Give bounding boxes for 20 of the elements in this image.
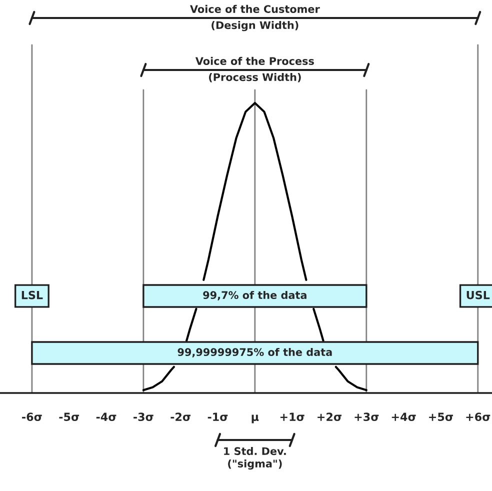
text: Voice of the Process (Process Width) bbox=[195, 56, 314, 82]
x-tick-label: +1σ bbox=[280, 412, 304, 422]
x-tick-label: +6σ bbox=[466, 412, 490, 422]
ref-line-label: USL bbox=[466, 290, 490, 300]
x-tick-label: +4σ bbox=[392, 412, 416, 422]
x-tick-label: μ bbox=[252, 414, 259, 424]
text: 1 Std. Dev. ("sigma") bbox=[224, 447, 286, 470]
annotation: 99,99999975% of the data bbox=[178, 348, 332, 358]
text: Voice of the Customer (Design Width) bbox=[190, 4, 320, 32]
x-tick-label: -6σ bbox=[22, 412, 42, 422]
annotation: 99,7% of the data bbox=[203, 290, 306, 300]
x-tick-label: -4σ bbox=[96, 412, 116, 422]
x-tick-label: -1σ bbox=[208, 412, 228, 422]
x-tick-label: +3σ bbox=[354, 412, 379, 422]
x-tick-label: +2σ bbox=[318, 412, 342, 422]
ref-line-label: LSL bbox=[22, 290, 43, 300]
x-tick-label: -3σ bbox=[134, 412, 154, 422]
x-tick-label: -5σ bbox=[59, 412, 80, 422]
x-tick-label: +5σ bbox=[429, 412, 453, 422]
x-tick-label: -2σ bbox=[170, 412, 191, 422]
